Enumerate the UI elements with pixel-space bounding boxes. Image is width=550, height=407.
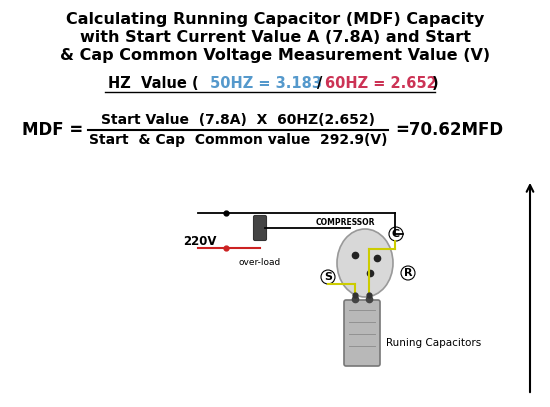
Text: COMPRESSOR: COMPRESSOR — [316, 218, 376, 227]
Text: & Cap Common Voltage Measurement Value (V): & Cap Common Voltage Measurement Value (… — [60, 48, 490, 63]
Text: Calculating Running Capacitor (MDF) Capacity: Calculating Running Capacitor (MDF) Capa… — [66, 12, 484, 27]
FancyBboxPatch shape — [344, 300, 380, 366]
Text: =70.62MFD: =70.62MFD — [395, 121, 503, 139]
Ellipse shape — [337, 229, 393, 297]
Text: 60HZ = 2.652: 60HZ = 2.652 — [325, 76, 437, 91]
Text: over-load: over-load — [239, 258, 281, 267]
Text: 50HZ = 3.183: 50HZ = 3.183 — [210, 76, 322, 91]
Text: HZ  Value (: HZ Value ( — [108, 76, 199, 91]
Text: 220V: 220V — [183, 235, 217, 248]
Text: Start  & Cap  Common value  292.9(V): Start & Cap Common value 292.9(V) — [89, 133, 387, 147]
Text: S: S — [324, 272, 332, 282]
Text: Runing Capacitors: Runing Capacitors — [386, 338, 481, 348]
Text: /: / — [317, 76, 322, 91]
Text: ): ) — [432, 76, 439, 91]
Text: MDF =: MDF = — [22, 121, 83, 139]
FancyBboxPatch shape — [254, 215, 267, 241]
Text: C: C — [392, 229, 400, 239]
Text: Start Value  (7.8A)  X  60HZ(2.652): Start Value (7.8A) X 60HZ(2.652) — [101, 113, 375, 127]
Text: R: R — [404, 268, 412, 278]
Text: with Start Current Value A (7.8A) and Start: with Start Current Value A (7.8A) and St… — [80, 30, 470, 45]
